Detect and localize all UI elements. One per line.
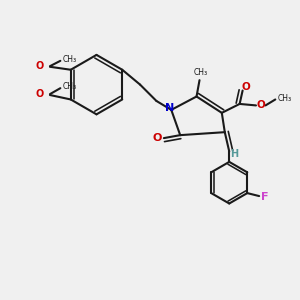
Text: O: O <box>35 61 44 71</box>
Text: CH₃: CH₃ <box>278 94 292 103</box>
Text: O: O <box>35 89 44 99</box>
Text: H: H <box>230 149 239 159</box>
Text: CH₃: CH₃ <box>63 56 77 64</box>
Text: O: O <box>241 82 250 92</box>
Text: N: N <box>165 103 174 113</box>
Text: CH₃: CH₃ <box>63 82 77 91</box>
Text: O: O <box>257 100 266 110</box>
Text: O: O <box>153 133 162 143</box>
Text: CH₃: CH₃ <box>194 68 208 77</box>
Text: F: F <box>261 192 268 202</box>
